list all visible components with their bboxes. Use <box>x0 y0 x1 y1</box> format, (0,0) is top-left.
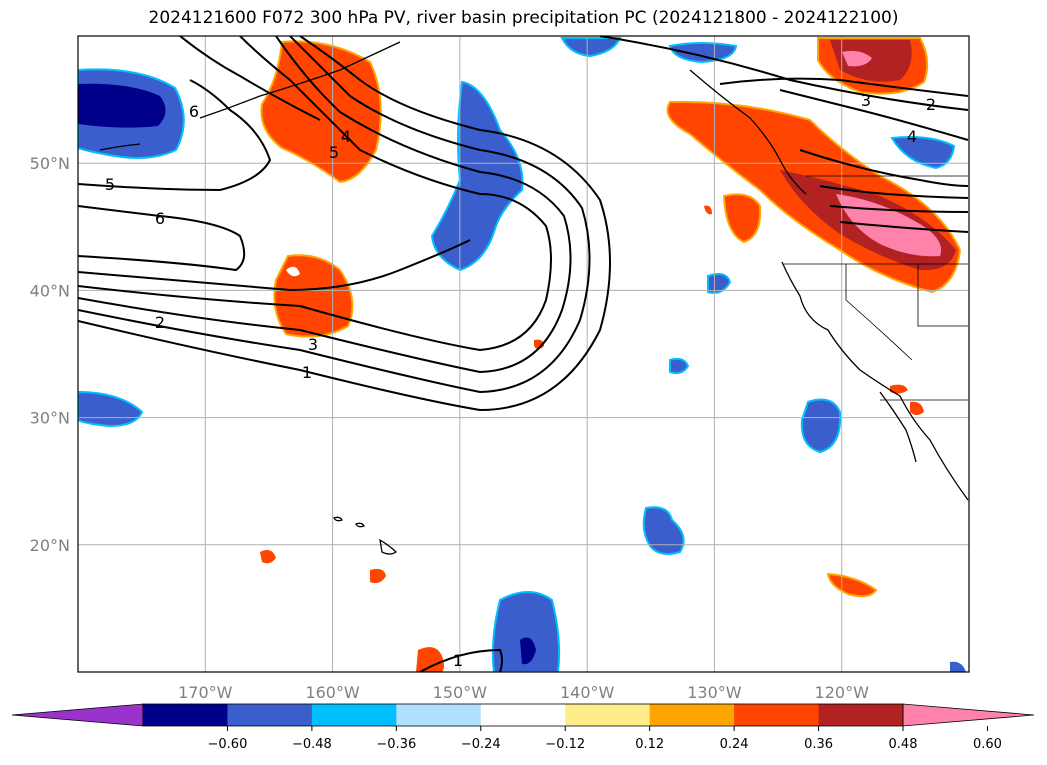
colorbar-tick-label: −0.12 <box>545 737 585 752</box>
coastlines <box>99 41 969 555</box>
colorbar-tick-label: 0.12 <box>635 737 664 752</box>
colorbar-segment <box>480 704 566 726</box>
graticule <box>78 36 969 672</box>
latitude-tick-label: 50°N <box>30 154 70 173</box>
negative-anomaly-region <box>78 390 144 428</box>
negative-anomaly-region <box>491 591 561 672</box>
longitude-labels: 170°W 160°W 150°W 140°W 130°W 120°W <box>178 683 869 702</box>
colorbar-tick-label: 0.60 <box>973 737 1002 752</box>
colorbar-tick-label: −0.36 <box>376 737 416 752</box>
negative-core <box>78 83 166 128</box>
colorbar-segment <box>396 704 482 726</box>
longitude-tick-label: 120°W <box>815 683 870 702</box>
colorbar-extend-low <box>11 703 144 727</box>
negative-anomaly-region <box>560 37 622 58</box>
pv-contours <box>78 36 969 672</box>
colorbar-segment <box>818 704 904 726</box>
negative-anomaly-region <box>669 357 690 375</box>
map-frame <box>77 35 970 673</box>
colorbar-tick-label: −0.48 <box>292 737 332 752</box>
contour-label: 5 <box>105 175 115 194</box>
colorbar-segment <box>565 704 651 726</box>
longitude-tick-label: 170°W <box>178 683 233 702</box>
colorbar: −0.60 −0.48 −0.36 −0.24 −0.12 0.12 0.24 0.36 0.4… <box>11 703 1035 752</box>
contour-label: 1 <box>302 363 312 382</box>
colorbar-extend-high <box>902 703 1035 727</box>
negative-anomaly-region <box>430 80 524 272</box>
colorbar-segment <box>734 704 820 726</box>
longitude-tick-label: 160°W <box>305 683 360 702</box>
contour-label: 3 <box>861 91 871 110</box>
contour-label: 4 <box>907 127 917 146</box>
colorbar-segment <box>227 704 313 726</box>
negative-anomaly-region <box>707 273 732 294</box>
contour-label: 2 <box>926 95 936 114</box>
contour-label: 2 <box>155 313 165 332</box>
colorbar-tick-label: 0.36 <box>804 737 833 752</box>
colorbar-segment <box>143 704 228 726</box>
contour-label: 3 <box>308 335 318 354</box>
contour-label: 6 <box>189 102 199 121</box>
negative-anomaly-region <box>800 398 842 454</box>
colorbar-segment <box>311 704 397 726</box>
latitude-tick-label: 20°N <box>30 536 70 555</box>
colorbar-segment <box>649 704 735 726</box>
negative-anomaly-region <box>890 136 956 170</box>
latitude-tick-label: 30°N <box>30 409 70 428</box>
pv-contour-labels: 6 5 6 4 5 2 3 1 3 2 4 1 <box>105 91 936 670</box>
colorbar-tick-label: −0.24 <box>461 737 501 752</box>
negative-anomaly-region <box>668 42 738 64</box>
contour-label: 4 <box>341 127 351 146</box>
latitude-labels: 50°N 40°N 30°N 20°N <box>30 154 70 555</box>
contour-label: 1 <box>453 651 463 670</box>
positive-anomaly-region <box>826 572 878 598</box>
colorbar-tick-label: 0.24 <box>720 737 749 752</box>
colorbar-tick-label: −0.60 <box>208 737 248 752</box>
positive-anomaly-region <box>273 254 354 338</box>
longitude-tick-label: 150°W <box>433 683 488 702</box>
longitude-tick-label: 140°W <box>560 683 615 702</box>
map-title: 2024121600 F072 300 hPa PV, river basin … <box>148 8 899 28</box>
colorbar-tick-label: 0.48 <box>889 737 918 752</box>
latitude-tick-label: 40°N <box>30 281 70 300</box>
contour-label: 6 <box>155 209 165 228</box>
longitude-tick-label: 130°W <box>687 683 742 702</box>
contour-label: 5 <box>329 143 339 162</box>
negative-anomaly-region <box>642 506 685 555</box>
positive-anomaly-region <box>722 193 762 244</box>
precip-pc-shading <box>78 37 966 672</box>
colorbar-outline <box>142 703 904 727</box>
